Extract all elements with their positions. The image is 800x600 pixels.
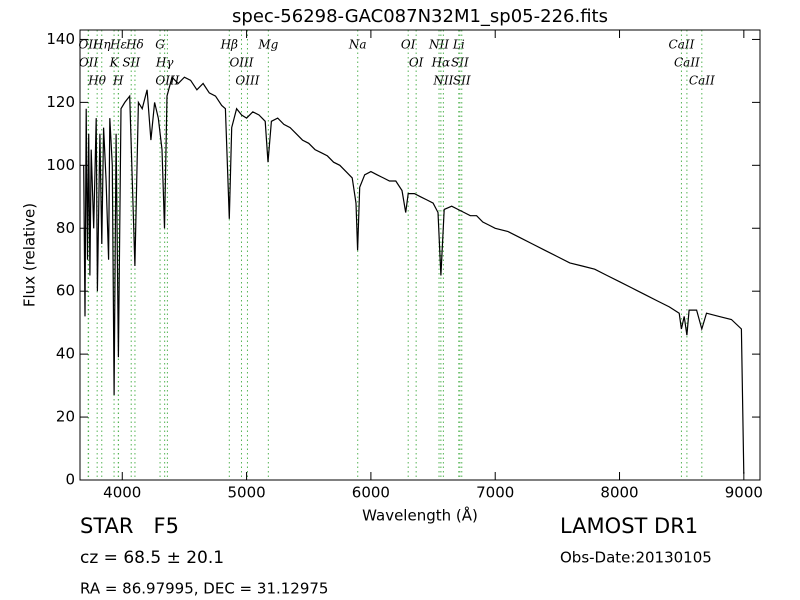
spectral-line-label: OII [79,56,99,70]
y-tick-label: 120 [46,93,75,111]
spectral-line-label: Na [348,38,367,52]
spectral-line-label: SII [122,56,140,70]
spectral-line-label: OIII [235,74,259,88]
chart-title: spec-56298-GAC087N32M1_sp05-226.fits [232,6,608,27]
spectral-line-label: OIII [229,56,253,70]
spectral-line-label: SII [451,56,469,70]
spectrum-line [83,76,745,474]
y-tick-label: 140 [46,30,75,48]
x-tick-label: 6000 [352,484,390,502]
date-text: Obs-Date:20130105 [560,549,712,567]
y-tick-label: 80 [56,219,75,237]
spectral-line-label: K [109,56,120,70]
spectral-line-label: Hβ [220,38,238,52]
x-tick-label: 9000 [725,484,763,502]
plot-frame [79,29,761,481]
class-text: STAR F5 [80,514,179,538]
y-tick-label: 100 [46,156,75,174]
spectral-line-label: H [112,74,124,88]
spectral-line-label: OI [409,56,424,70]
spectral-line-label: Hη [92,38,111,52]
x-tick-label: 8000 [600,484,638,502]
spectral-line-label: NII [432,74,453,88]
x-axis-label: Wavelength (Å) [362,506,478,525]
spectral-line-label: G [155,38,165,52]
spectral-line-label: SII [453,74,471,88]
cz-text: cz = 68.5 ± 20.1 [80,548,224,568]
spectral-line-label: Hα [431,56,451,70]
spectral-line-label: Mg [257,38,278,52]
spectral-line-label: CaII [669,38,695,52]
survey-text: LAMOST DR1 [560,514,698,538]
y-tick-label: 0 [65,471,75,489]
spectral-line-label: NII [428,38,449,52]
spectral-line-label: CaII [674,56,700,70]
spectral-line-label: Hθ [87,74,106,88]
spectral-line-label: CaII [689,74,715,88]
x-tick-label: 4000 [103,484,141,502]
y-tick-label: 60 [56,282,75,300]
x-tick-label: 5000 [227,484,265,502]
x-tick-label: 7000 [476,484,514,502]
spectral-line-label: Hγ [155,56,174,70]
spectral-line-label: OIII [155,74,179,88]
spectral-line-label: Li [452,38,465,52]
coords-text: RA = 86.97995, DEC = 31.12975 [80,580,328,598]
y-axis-label: Flux (relative) [21,203,39,307]
y-tick-label: 40 [56,345,75,363]
spectral-line-label: Hδ [125,38,144,52]
y-tick-label: 20 [56,408,75,426]
spectral-line-label: OI [401,38,416,52]
